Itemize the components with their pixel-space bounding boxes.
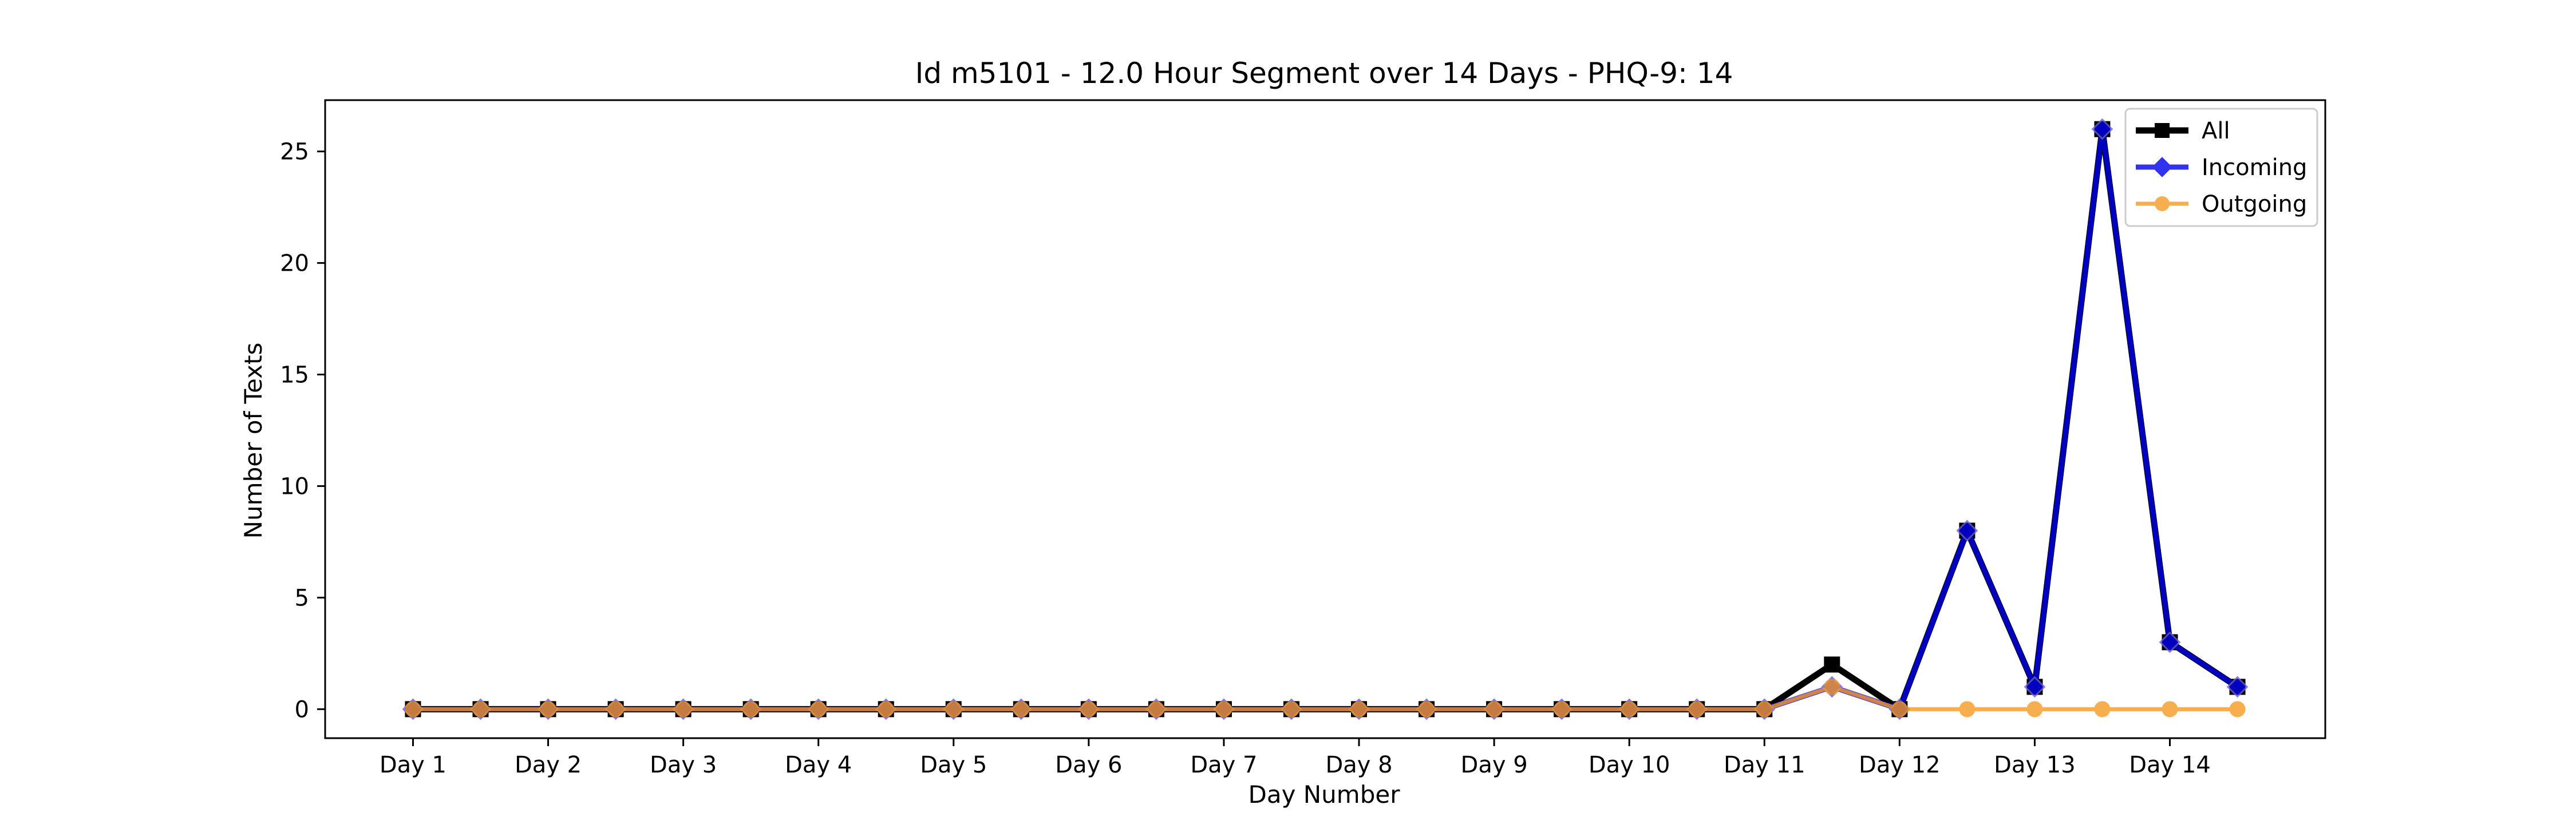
data-point (2162, 701, 2178, 718)
legend-marker (2152, 157, 2172, 177)
y-tick-label: 15 (280, 362, 309, 389)
x-tick-label: Day 12 (1859, 752, 1941, 778)
data-point (1959, 701, 1976, 718)
x-tick-label: Day 6 (1055, 752, 1122, 778)
data-point (2091, 118, 2113, 140)
data-point (2026, 701, 2043, 718)
x-tick-label: Day 14 (2129, 752, 2211, 778)
data-point (540, 701, 556, 718)
y-axis-label: Number of Texts (239, 343, 267, 539)
x-tick-label: Day 13 (1994, 752, 2076, 778)
data-point (1351, 701, 1368, 718)
legend-entry (2136, 123, 2188, 138)
x-axis-label: Day Number (1248, 781, 1400, 809)
data-point (2024, 676, 2046, 698)
data-point (1621, 701, 1638, 718)
data-point (405, 701, 421, 718)
data-point (1419, 701, 1435, 718)
data-point (1283, 701, 1299, 718)
data-point (810, 701, 827, 718)
data-point (1148, 701, 1164, 718)
data-point (2159, 631, 2181, 653)
x-tick-label: Day 1 (380, 752, 447, 778)
series-outgoing (405, 679, 2246, 718)
y-tick-label: 25 (280, 139, 309, 165)
legend-label: Incoming (2202, 154, 2307, 181)
legend-label: All (2202, 118, 2230, 144)
data-point (1824, 679, 1840, 695)
chart-title: Id m5101 - 12.0 Hour Segment over 14 Day… (915, 57, 1733, 90)
x-tick-label: Day 4 (785, 752, 852, 778)
data-point (1215, 701, 1232, 718)
data-point (2094, 701, 2111, 718)
x-tick-label: Day 10 (1589, 752, 1670, 778)
data-point (742, 701, 759, 718)
y-tick-label: 10 (280, 473, 309, 500)
y-tick-label: 20 (280, 251, 309, 277)
legend: All Incoming Outgoing (2124, 108, 2318, 227)
data-point (1486, 701, 1503, 718)
y-tick-label: 5 (295, 585, 309, 611)
data-point (1756, 701, 1773, 718)
data-point (2229, 701, 2246, 718)
legend-entry (2136, 196, 2188, 211)
data-point (472, 701, 489, 718)
data-point (1013, 701, 1029, 718)
legend-marker (2155, 123, 2170, 138)
x-tick-label: Day 8 (1325, 752, 1392, 778)
y-tick-label: 0 (295, 696, 309, 723)
legend-label: Outgoing (2202, 191, 2307, 217)
legend-entry (2136, 157, 2188, 177)
data-point (945, 701, 962, 718)
x-tick-label: Day 11 (1724, 752, 1805, 778)
data-point (1891, 701, 1908, 718)
plot-frame (324, 99, 2326, 739)
x-tick-label: Day 5 (920, 752, 987, 778)
data-point (607, 701, 624, 718)
x-tick-label: Day 2 (515, 752, 582, 778)
plot-area: Day 1 Day 2 Day 3 Day 4 Day 5 Day 6 Day 7 Day 8… (280, 99, 2326, 778)
data-point (1689, 701, 1705, 718)
legend-marker (2155, 196, 2170, 211)
data-point (2226, 676, 2249, 698)
data-point (1554, 701, 1570, 718)
x-tick-label: Day 7 (1190, 752, 1257, 778)
data-point (878, 701, 894, 718)
series-line (413, 684, 2238, 711)
data-point (675, 701, 692, 718)
x-tick-label: Day 9 (1461, 752, 1528, 778)
legend-box (2124, 108, 2318, 227)
x-tick-label: Day 3 (650, 752, 717, 778)
data-point (1956, 520, 1978, 542)
data-point (1080, 701, 1097, 718)
data-point (1824, 656, 1840, 673)
